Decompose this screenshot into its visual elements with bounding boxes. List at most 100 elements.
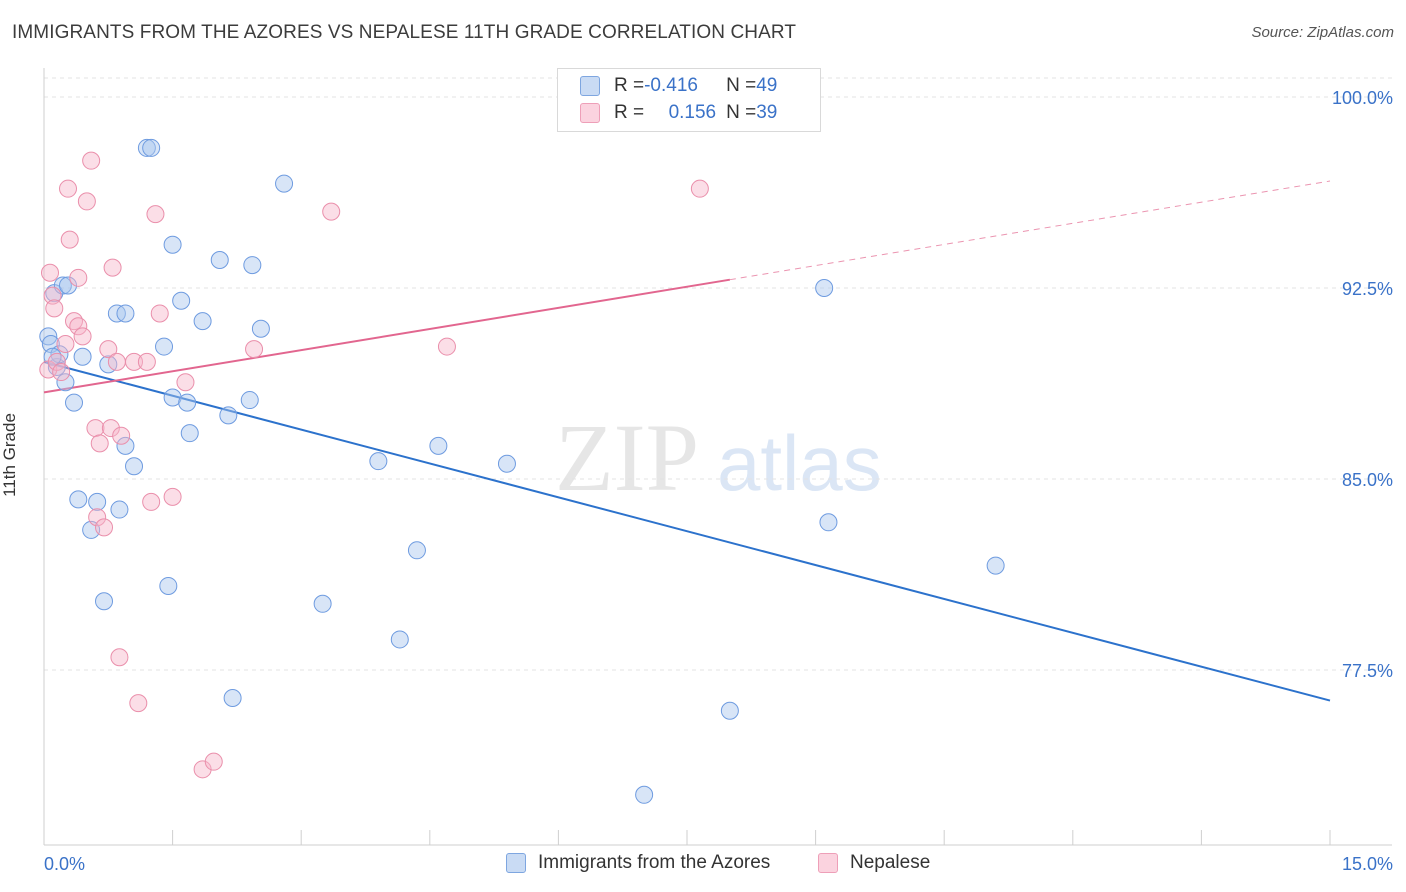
nepalese-point (163, 487, 182, 506)
nepalese-point (47, 352, 66, 371)
nepalese-point (245, 340, 264, 359)
azores-point (116, 304, 135, 323)
legend-swatch-azores (580, 76, 600, 96)
azores-point (65, 393, 84, 412)
nepalese-point (52, 363, 71, 382)
azores-point (429, 436, 448, 455)
series-swatch-azores (506, 853, 526, 873)
watermark-atlas: atlas (717, 419, 882, 507)
legend-r-value: 0.156 (668, 102, 717, 123)
azores-point (159, 576, 178, 595)
nepalese-point (69, 268, 88, 287)
azores-point (240, 391, 259, 410)
nepalese-point (95, 518, 114, 537)
azores-point (819, 513, 838, 532)
azores-point (69, 490, 88, 509)
nepalese-point (112, 426, 131, 445)
azores-point (275, 174, 294, 193)
y-tick-label: 77.5% (1342, 661, 1393, 681)
watermark: ZIP atlas (555, 404, 882, 511)
series-label-azores: Immigrants from the Azores (538, 852, 771, 873)
azores-point (407, 541, 426, 560)
nepalese-point (60, 230, 79, 249)
legend-r-value: -0.416 (644, 75, 698, 96)
nepalese-point (69, 317, 88, 336)
azores-trend-line (43, 360, 1331, 702)
nepalese-point (437, 337, 456, 356)
legend-n-value: 49 (756, 75, 778, 96)
azores-point (56, 373, 75, 392)
trend-lines (43, 180, 1331, 702)
y-axis-label: 11th Grade (0, 413, 19, 497)
nepalese-point (176, 373, 195, 392)
azores-point (720, 701, 739, 720)
azores-point (163, 235, 182, 254)
azores-point (178, 393, 197, 412)
series-label-nepalese: Nepalese (850, 852, 931, 873)
azores-point (137, 138, 156, 157)
azores-point (110, 500, 129, 519)
y-tick-labels: 100.0% 92.5% 85.0% 77.5% (1332, 88, 1393, 681)
y-tick-label: 100.0% (1332, 88, 1393, 108)
nepalese-trend-line-extension (729, 180, 1331, 281)
azores-point (193, 312, 212, 331)
nepalese-trend-line (43, 278, 731, 394)
nepalese-point (99, 340, 118, 359)
azores-point (251, 319, 270, 338)
x-tick-label: 15.0% (1342, 854, 1393, 874)
nepalese-point (90, 434, 109, 453)
nepalese-point (45, 299, 64, 318)
azores-point (390, 630, 409, 649)
azores-point (172, 291, 191, 310)
watermark-zip: ZIP (555, 404, 699, 511)
azores-point (497, 454, 516, 473)
legend-n-label: N = (726, 75, 757, 96)
gridlines (44, 77, 1392, 671)
azores-point (986, 556, 1005, 575)
legend-r-label: R = (614, 102, 645, 123)
series-swatch-nepalese (818, 853, 838, 873)
nepalese-point (103, 258, 122, 277)
nepalese-point (82, 151, 101, 170)
y-tick-label: 85.0% (1342, 470, 1393, 490)
nepalese-point (59, 179, 78, 198)
nepalese-point (142, 492, 161, 511)
nepalese-point (41, 263, 60, 282)
azores-point (155, 337, 174, 356)
nepalese-point (110, 648, 129, 667)
legend-row-nepalese: R = 0.156 N = 39 (580, 100, 777, 126)
x-tick-label: 0.0% (44, 854, 85, 874)
azores-point (88, 492, 107, 511)
azores-point (635, 785, 654, 804)
y-tick-label: 92.5% (1342, 279, 1393, 299)
nepalese-point (137, 352, 156, 371)
legend-swatch-nepalese (580, 103, 600, 123)
azores-point (125, 457, 144, 476)
series-legend-azores: Immigrants from the Azores (506, 852, 770, 874)
series-legend-nepalese: Nepalese (818, 852, 930, 874)
nepalese-point (690, 179, 709, 198)
azores-point (73, 347, 92, 366)
nepalese-point (146, 205, 165, 224)
nepalese-point (88, 508, 107, 527)
legend-n-label: N = (726, 102, 757, 123)
nepalese-point (101, 419, 120, 438)
axes (43, 68, 1392, 846)
nepalese-point (107, 352, 126, 371)
data-points (39, 138, 1005, 804)
azores-point (59, 276, 78, 295)
nepalese-point (77, 192, 96, 211)
nepalese-point (150, 304, 169, 323)
source-label: Source: ZipAtlas.com (1251, 24, 1394, 41)
legend-r-label: R = (614, 75, 645, 96)
nepalese-point (125, 352, 144, 371)
chart-title: IMMIGRANTS FROM THE AZORES VS NEPALESE 1… (12, 22, 797, 43)
nepalese-point (322, 202, 341, 221)
nepalese-point (56, 335, 75, 354)
azores-point (815, 279, 834, 297)
series-legend: Immigrants from the Azores Nepalese (0, 852, 1406, 878)
nepalese-point (204, 752, 223, 771)
nepalese-point (86, 419, 105, 438)
azores-point (180, 424, 199, 443)
